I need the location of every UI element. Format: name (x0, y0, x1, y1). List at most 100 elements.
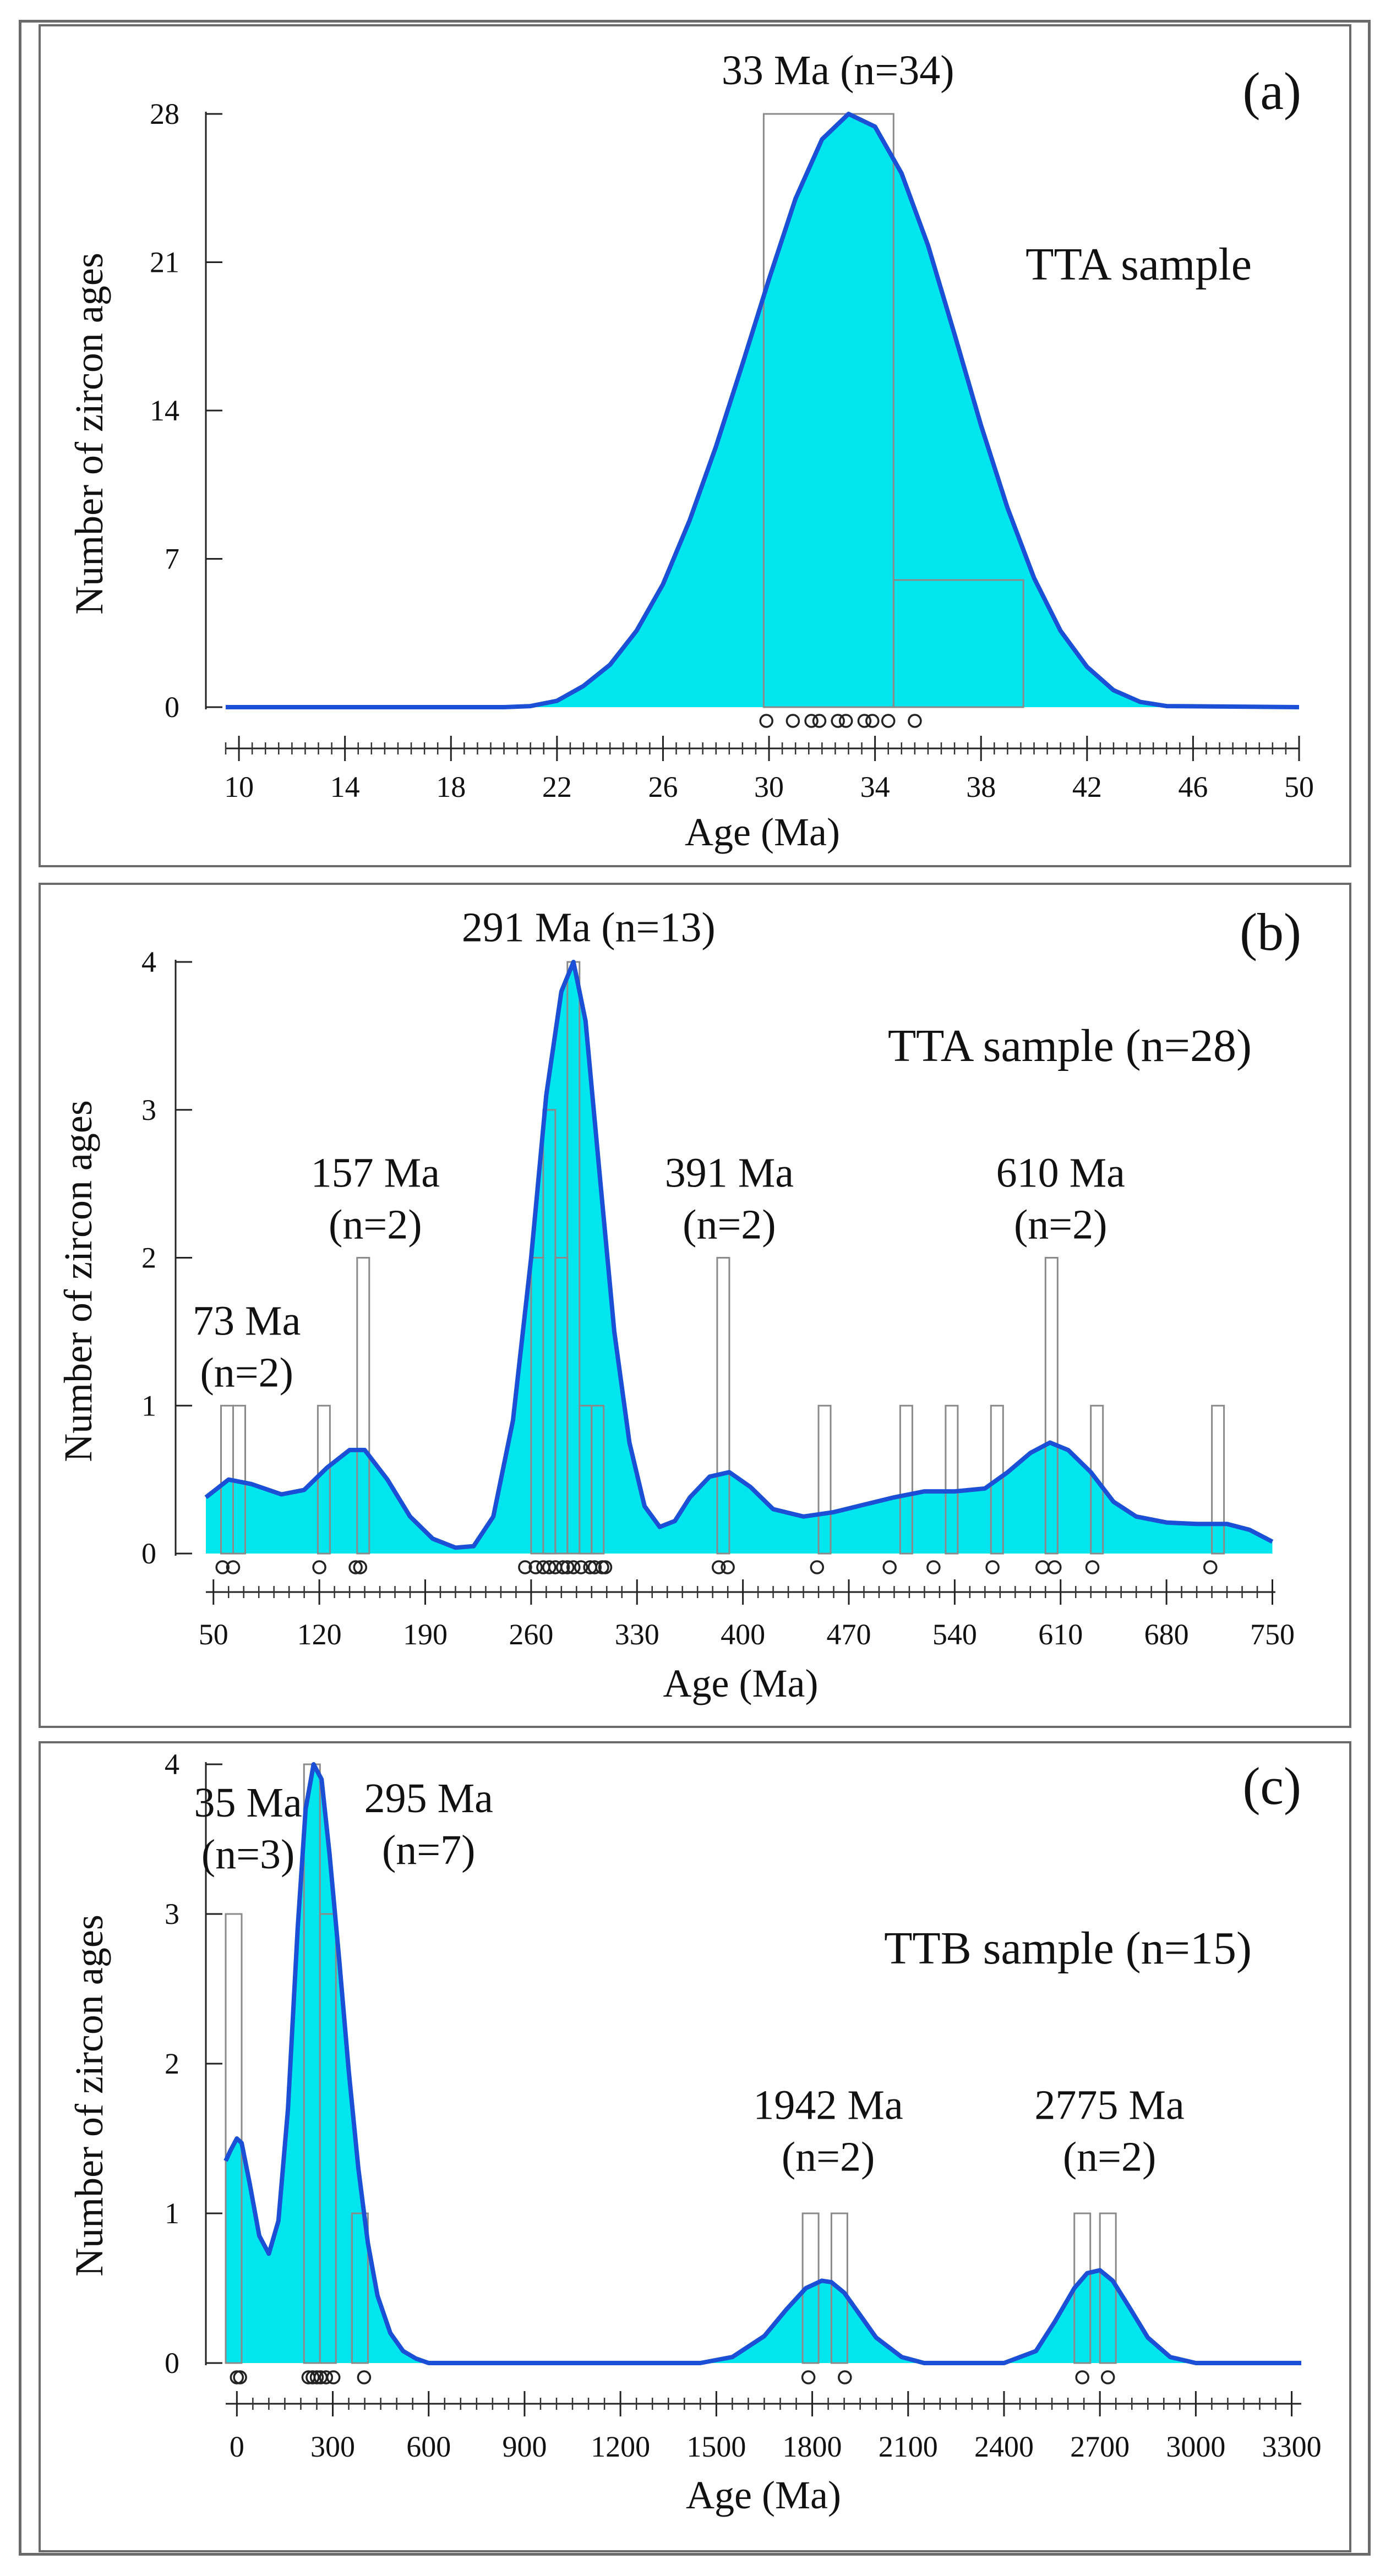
histogram-bar (801, 2212, 820, 2364)
kde-line (204, 960, 1274, 1550)
age-marker (528, 1560, 543, 1574)
x-tick-label: 610 (1038, 1618, 1083, 1651)
peak-annotation: 157 Ma (311, 1150, 440, 1196)
age-marker (542, 1560, 557, 1574)
peak-annotation: 73 Ma (193, 1298, 301, 1344)
age-marker (1085, 1560, 1100, 1574)
histogram-bar (1044, 1257, 1059, 1555)
age-marker (838, 2370, 852, 2384)
histogram-bar (899, 1404, 913, 1555)
age-marker (985, 1560, 1000, 1574)
age-marker (838, 714, 853, 728)
y-tick-label: 28 (150, 97, 179, 130)
histogram-bar (591, 1404, 605, 1555)
age-marker (215, 1560, 230, 1574)
peak-annotation: (n=2) (200, 1349, 293, 1396)
age-marker (759, 714, 773, 728)
y-tick-label: 1 (165, 2197, 179, 2230)
kde-line (226, 112, 1300, 709)
peak-annotation: 295 Ma (364, 1775, 493, 1822)
y-tick-label: 4 (141, 945, 156, 978)
x-tick-label: 46 (1178, 770, 1208, 803)
y-tick-label: 3 (141, 1093, 156, 1126)
age-marker (812, 714, 827, 728)
kde-line (223, 1762, 1301, 2365)
age-marker (857, 714, 872, 728)
peak-annotation: 391 Ma (665, 1150, 794, 1196)
histogram-bar (351, 2212, 369, 2364)
x-tick-label: 2400 (974, 2430, 1034, 2463)
peak-annotation: (n=2) (782, 2134, 875, 2180)
x-tick-label: 540 (932, 1618, 977, 1651)
age-marker (721, 1560, 735, 1574)
x-tick-label: 600 (406, 2430, 451, 2463)
age-marker (711, 1560, 726, 1574)
x-tick-label: 3300 (1262, 2430, 1322, 2463)
x-tick-label: 10 (224, 770, 254, 803)
y-tick-label: 7 (165, 543, 179, 576)
histogram-bar (225, 1913, 243, 2364)
x-tick-label: 50 (199, 1618, 228, 1651)
y-tick-label: 2 (165, 2047, 179, 2080)
peak-annotation: (n=2) (329, 1202, 422, 1248)
x-tick-label: 260 (509, 1618, 553, 1651)
age-marker (309, 2370, 324, 2384)
kde-fill (206, 962, 1273, 1554)
kde-fill (226, 1764, 1301, 2363)
chart-b: 0 1 2 3 4 50 120 190 260 330 400 470 540 610 680 750 Age… (56, 903, 1301, 1705)
age-marker (881, 714, 896, 728)
histogram-bar (892, 579, 1024, 708)
x-tick-label: 38 (966, 770, 996, 803)
age-marker (882, 1560, 897, 1574)
age-marker (226, 1560, 241, 1574)
y-axis-title: Number of zircon ages (67, 253, 111, 615)
peak-annotation: (n=2) (1014, 1202, 1107, 1248)
chart-c: 0 1 2 3 4 0 300 600 900 1200 1500 1800 2100 2400 2700 3… (67, 1748, 1322, 2517)
panel-c: 0 1 2 3 4 0 300 600 900 1200 1500 1800 2100 2400 2700 3… (39, 1741, 1351, 2552)
age-marker (353, 1560, 368, 1574)
age-marker (566, 1560, 581, 1574)
x-tick-label: 120 (297, 1618, 342, 1651)
histogram-bar (830, 2212, 848, 2364)
x-tick-label: 1200 (591, 2430, 650, 2463)
panel-b: 0 1 2 3 4 50 120 190 260 330 400 470 540 610 680 750 Age… (39, 883, 1351, 1728)
peak-annotation: 2775 Ma (1034, 2082, 1184, 2129)
panel-letter: (a) (1242, 62, 1301, 121)
peak-annotation: (n=2) (683, 1202, 776, 1248)
x-tick-label: 300 (310, 2430, 355, 2463)
panel-letter: (b) (1240, 903, 1301, 961)
x-tick-label: 30 (754, 770, 784, 803)
x-tick-label: 2700 (1070, 2430, 1130, 2463)
x-tick-label: 680 (1144, 1618, 1189, 1651)
x-tick-label: 14 (330, 770, 360, 803)
age-marker (1100, 2370, 1115, 2384)
y-tick-label: 4 (165, 1748, 179, 1781)
x-tick-label: 1800 (783, 2430, 842, 2463)
x-tick-label: 42 (1072, 770, 1102, 803)
histogram-bar (1090, 1404, 1104, 1555)
y-tick-label: 3 (165, 1897, 179, 1930)
age-marker (555, 1560, 570, 1574)
peak-annotation: 35 Ma (194, 1780, 302, 1826)
sample-label: TTA sample (1025, 239, 1252, 290)
age-marker (574, 1560, 588, 1574)
y-axis-title: Number of zircon ages (56, 1100, 100, 1462)
figure-frame (19, 20, 1371, 2556)
x-tick-label: 470 (826, 1618, 871, 1651)
peak-annotation: 1942 Ma (753, 2082, 903, 2129)
histogram-bar (990, 1404, 1004, 1555)
panel-a: 0 7 14 21 28 10 14 18 22 26 30 34 38 42 46 50 Age (Ma) Nu… (39, 24, 1351, 867)
age-marker (306, 2370, 320, 2384)
age-marker (865, 714, 880, 728)
y-axis-title: Number of zircon ages (67, 1915, 111, 2277)
age-marker (1203, 1560, 1218, 1574)
y-tick-label: 2 (141, 1241, 156, 1275)
age-marker (831, 714, 845, 728)
age-marker (518, 1560, 532, 1574)
age-marker (233, 2370, 247, 2384)
age-marker (908, 714, 922, 728)
age-marker (804, 714, 819, 728)
age-marker (587, 1560, 602, 1574)
panel-letter: (c) (1242, 1757, 1301, 1815)
